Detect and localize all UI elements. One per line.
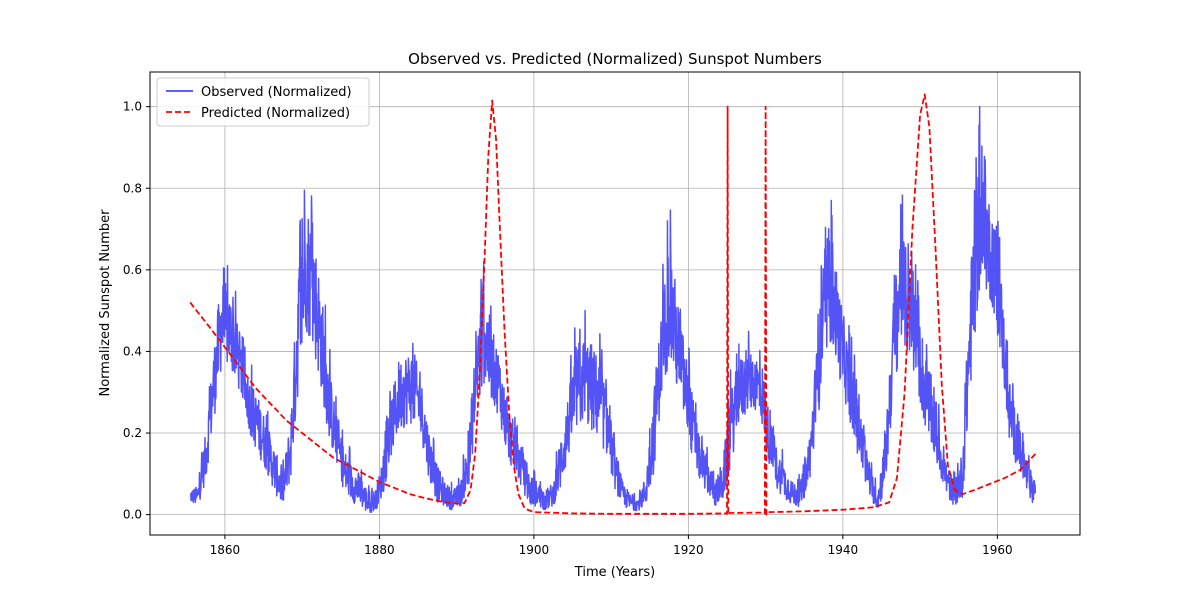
x-tick-label: 1960	[982, 543, 1013, 557]
legend-label-observed: Observed (Normalized)	[201, 85, 352, 100]
series-predicted-line	[189, 93, 1037, 516]
x-tick-label: 1940	[828, 543, 859, 557]
chart-title: Observed vs. Predicted (Normalized) Suns…	[408, 50, 822, 68]
axes-frame	[149, 71, 1081, 536]
series-observed-line	[189, 105, 1037, 514]
y-tick-label: 1.0	[123, 100, 142, 114]
ticks: 1860 1880 1900 1920 1940 1960 0.0 0.2 0.4 0.6 0.8 1…	[123, 100, 1013, 557]
series-layer	[189, 93, 1037, 516]
y-tick-label: 0.2	[123, 426, 142, 440]
y-tick-label: 0.8	[123, 181, 142, 195]
y-axis-label: Normalized Sunspot Number	[98, 209, 113, 397]
y-tick-label: 0.6	[123, 263, 142, 277]
x-axis-label: Time (Years)	[574, 565, 655, 580]
legend-label-predicted: Predicted (Normalized)	[201, 106, 350, 121]
y-tick-label: 0.0	[123, 508, 142, 522]
x-tick-label: 1880	[364, 543, 395, 557]
x-tick-label: 1860	[210, 543, 241, 557]
grid	[150, 72, 1080, 535]
legend-box	[156, 77, 370, 127]
x-tick-label: 1920	[673, 543, 704, 557]
y-tick-label: 0.4	[123, 344, 142, 358]
x-tick-label: 1900	[519, 543, 550, 557]
legend: Observed (Normalized) Predicted (Normali…	[156, 77, 370, 127]
